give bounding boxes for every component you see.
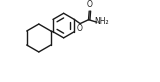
- Text: NH₂: NH₂: [95, 17, 109, 26]
- Text: O: O: [77, 24, 83, 33]
- Text: O: O: [87, 0, 93, 9]
